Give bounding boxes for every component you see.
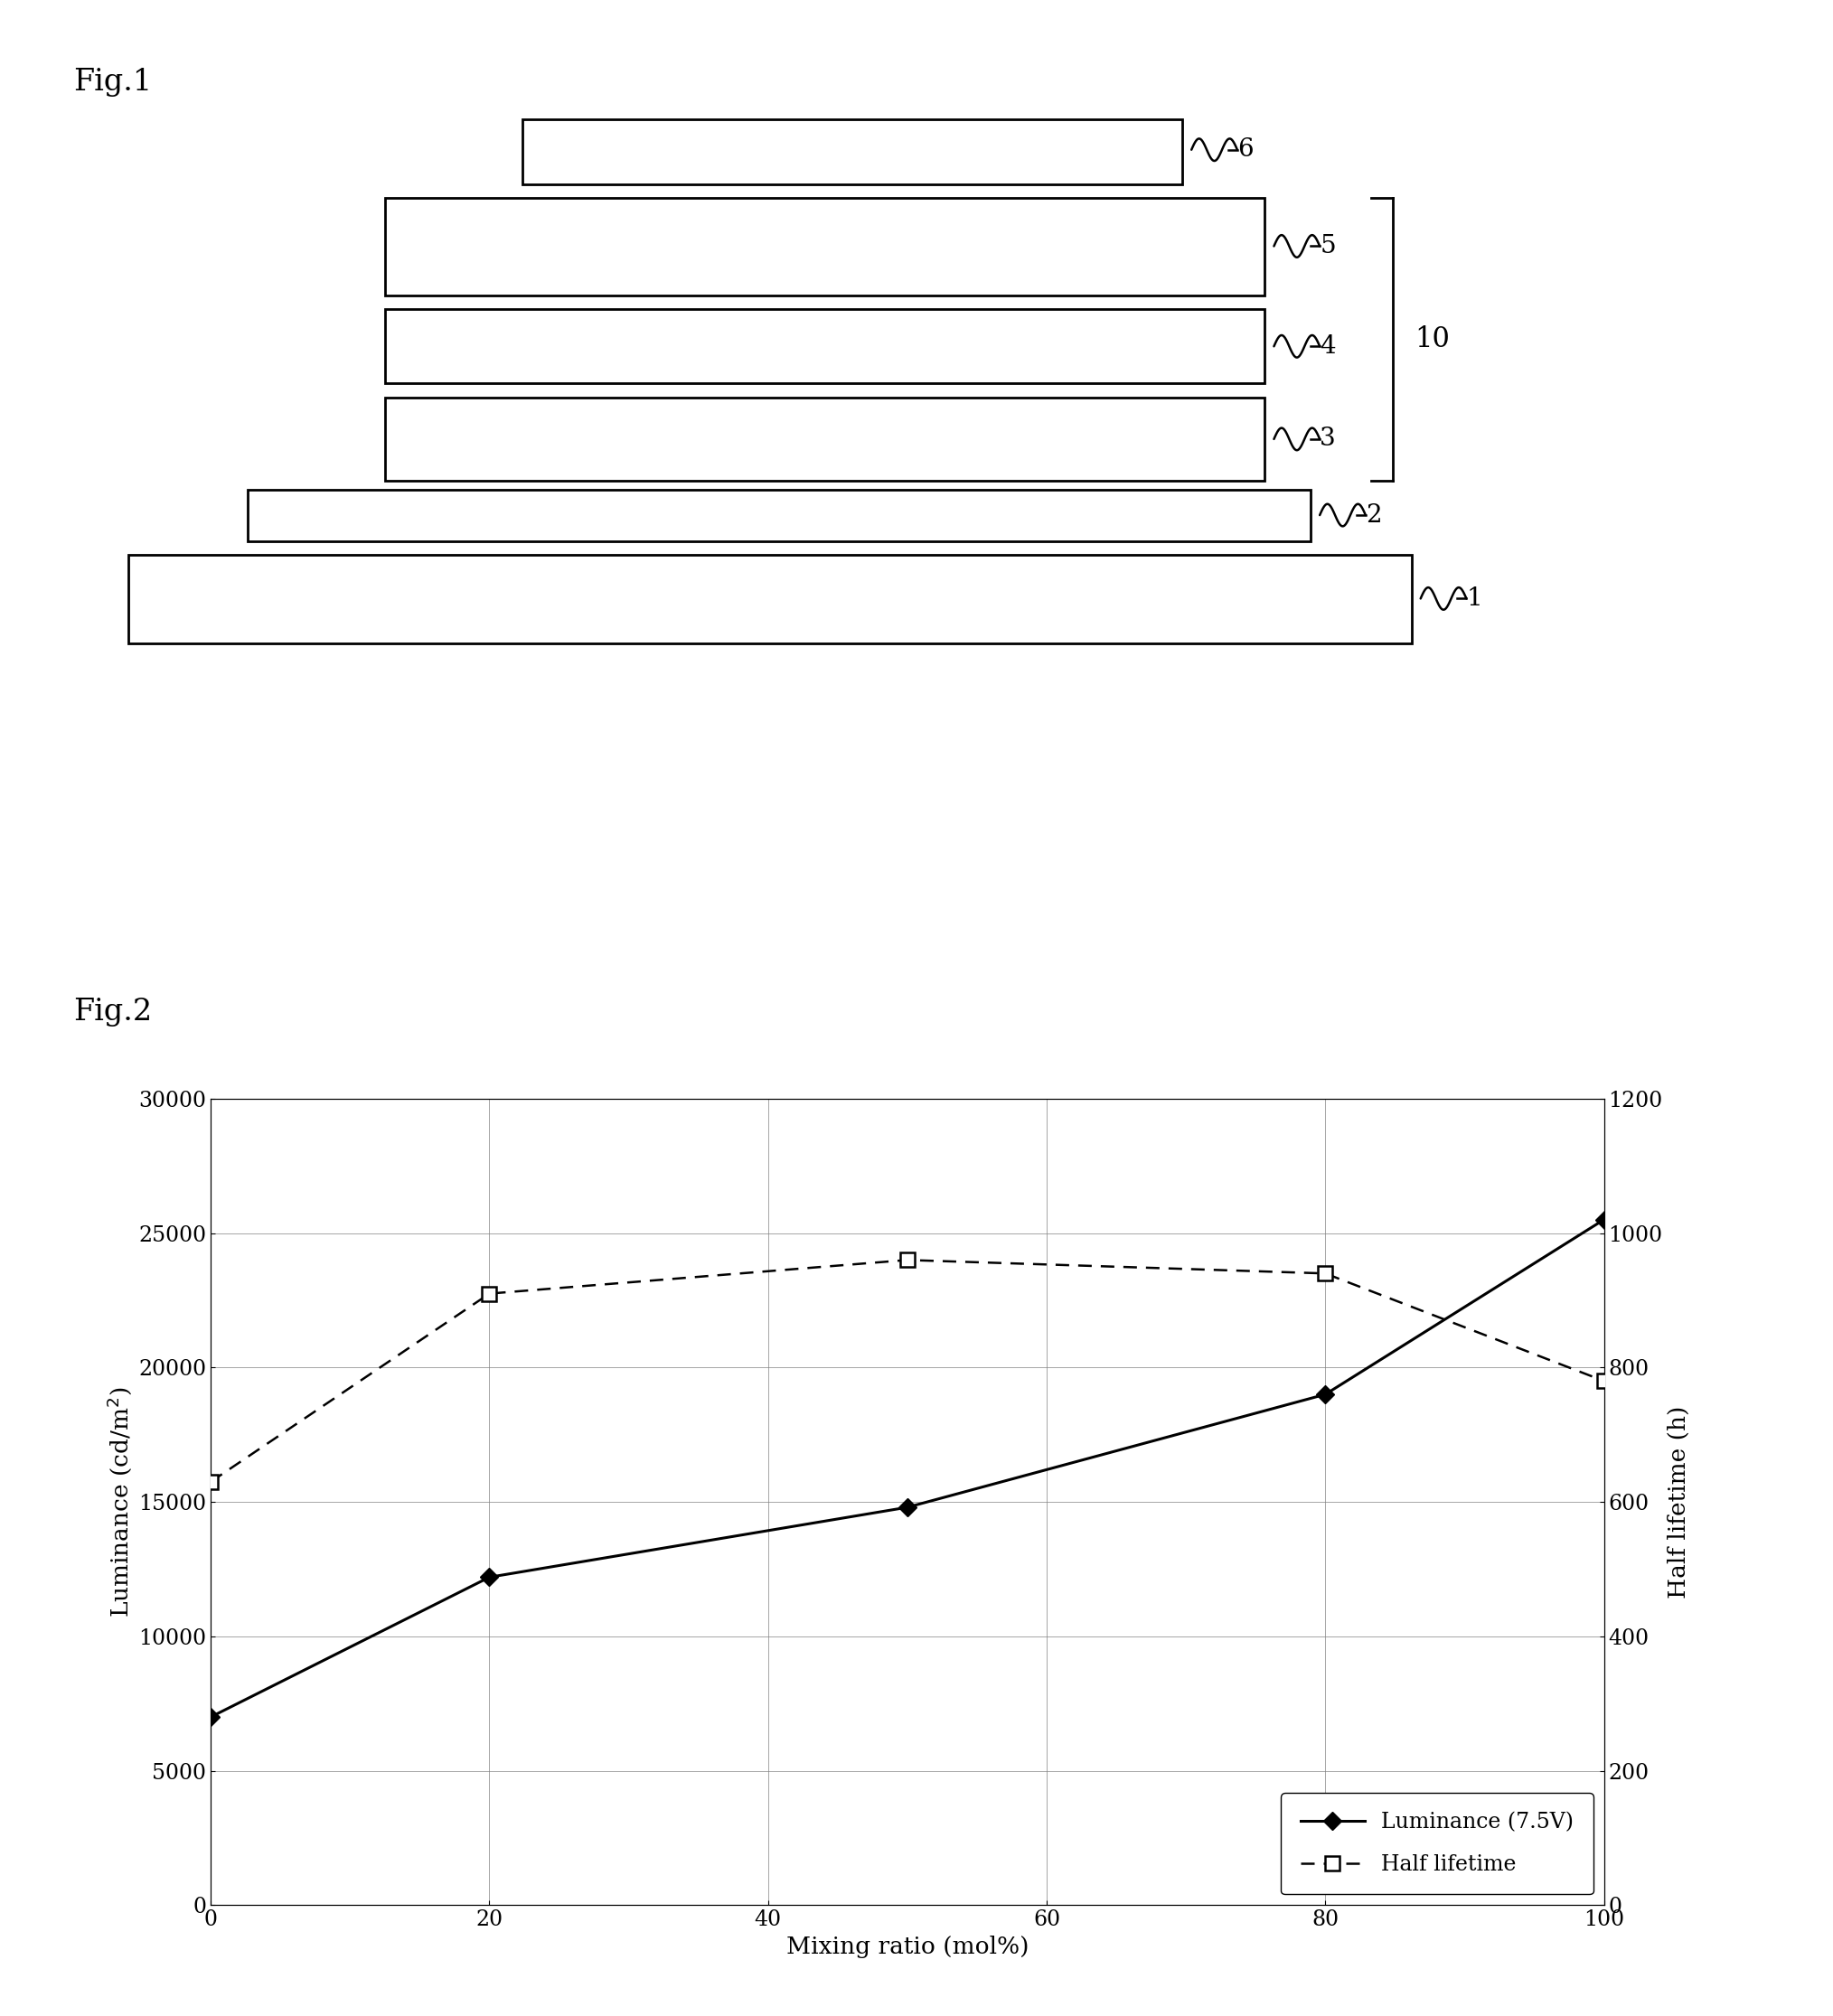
Bar xyxy=(247,490,1311,540)
X-axis label: Mixing ratio (mol%): Mixing ratio (mol%) xyxy=(786,1935,1028,1958)
Text: 3: 3 xyxy=(1320,427,1336,452)
Luminance (7.5V) xyxy=(200,1706,222,1730)
Text: 1: 1 xyxy=(1466,587,1483,611)
Legend: Luminance (7.5V), Half lifetime: Luminance (7.5V), Half lifetime xyxy=(1281,1792,1593,1895)
Text: 6: 6 xyxy=(1237,137,1254,161)
Half lifetime xyxy=(478,1282,500,1306)
Text: 5: 5 xyxy=(1320,234,1336,258)
Y-axis label: Half lifetime (h): Half lifetime (h) xyxy=(1668,1405,1690,1599)
Bar xyxy=(385,308,1265,383)
Half lifetime xyxy=(200,1470,222,1494)
Luminance (7.5V) xyxy=(1314,1383,1336,1407)
Text: 2: 2 xyxy=(1366,502,1382,528)
Luminance (7.5V) xyxy=(896,1496,918,1520)
Bar xyxy=(522,119,1182,183)
Y-axis label: Luminance (cd/m$^2$): Luminance (cd/m$^2$) xyxy=(104,1387,134,1617)
Bar xyxy=(385,397,1265,480)
Text: Fig.2: Fig.2 xyxy=(73,998,152,1026)
Text: 10: 10 xyxy=(1415,325,1450,353)
Text: 4: 4 xyxy=(1320,335,1336,359)
Half lifetime xyxy=(1593,1369,1615,1393)
Half lifetime xyxy=(896,1248,918,1272)
Half lifetime xyxy=(1314,1262,1336,1286)
Line: Luminance (7.5V): Luminance (7.5V) xyxy=(205,1214,1609,1724)
Bar xyxy=(385,198,1265,294)
Luminance (7.5V) xyxy=(1593,1208,1615,1232)
Text: Fig.1: Fig.1 xyxy=(73,69,152,97)
Luminance (7.5V) xyxy=(478,1564,500,1589)
Line: Half lifetime: Half lifetime xyxy=(203,1254,1611,1488)
Bar xyxy=(128,554,1411,643)
